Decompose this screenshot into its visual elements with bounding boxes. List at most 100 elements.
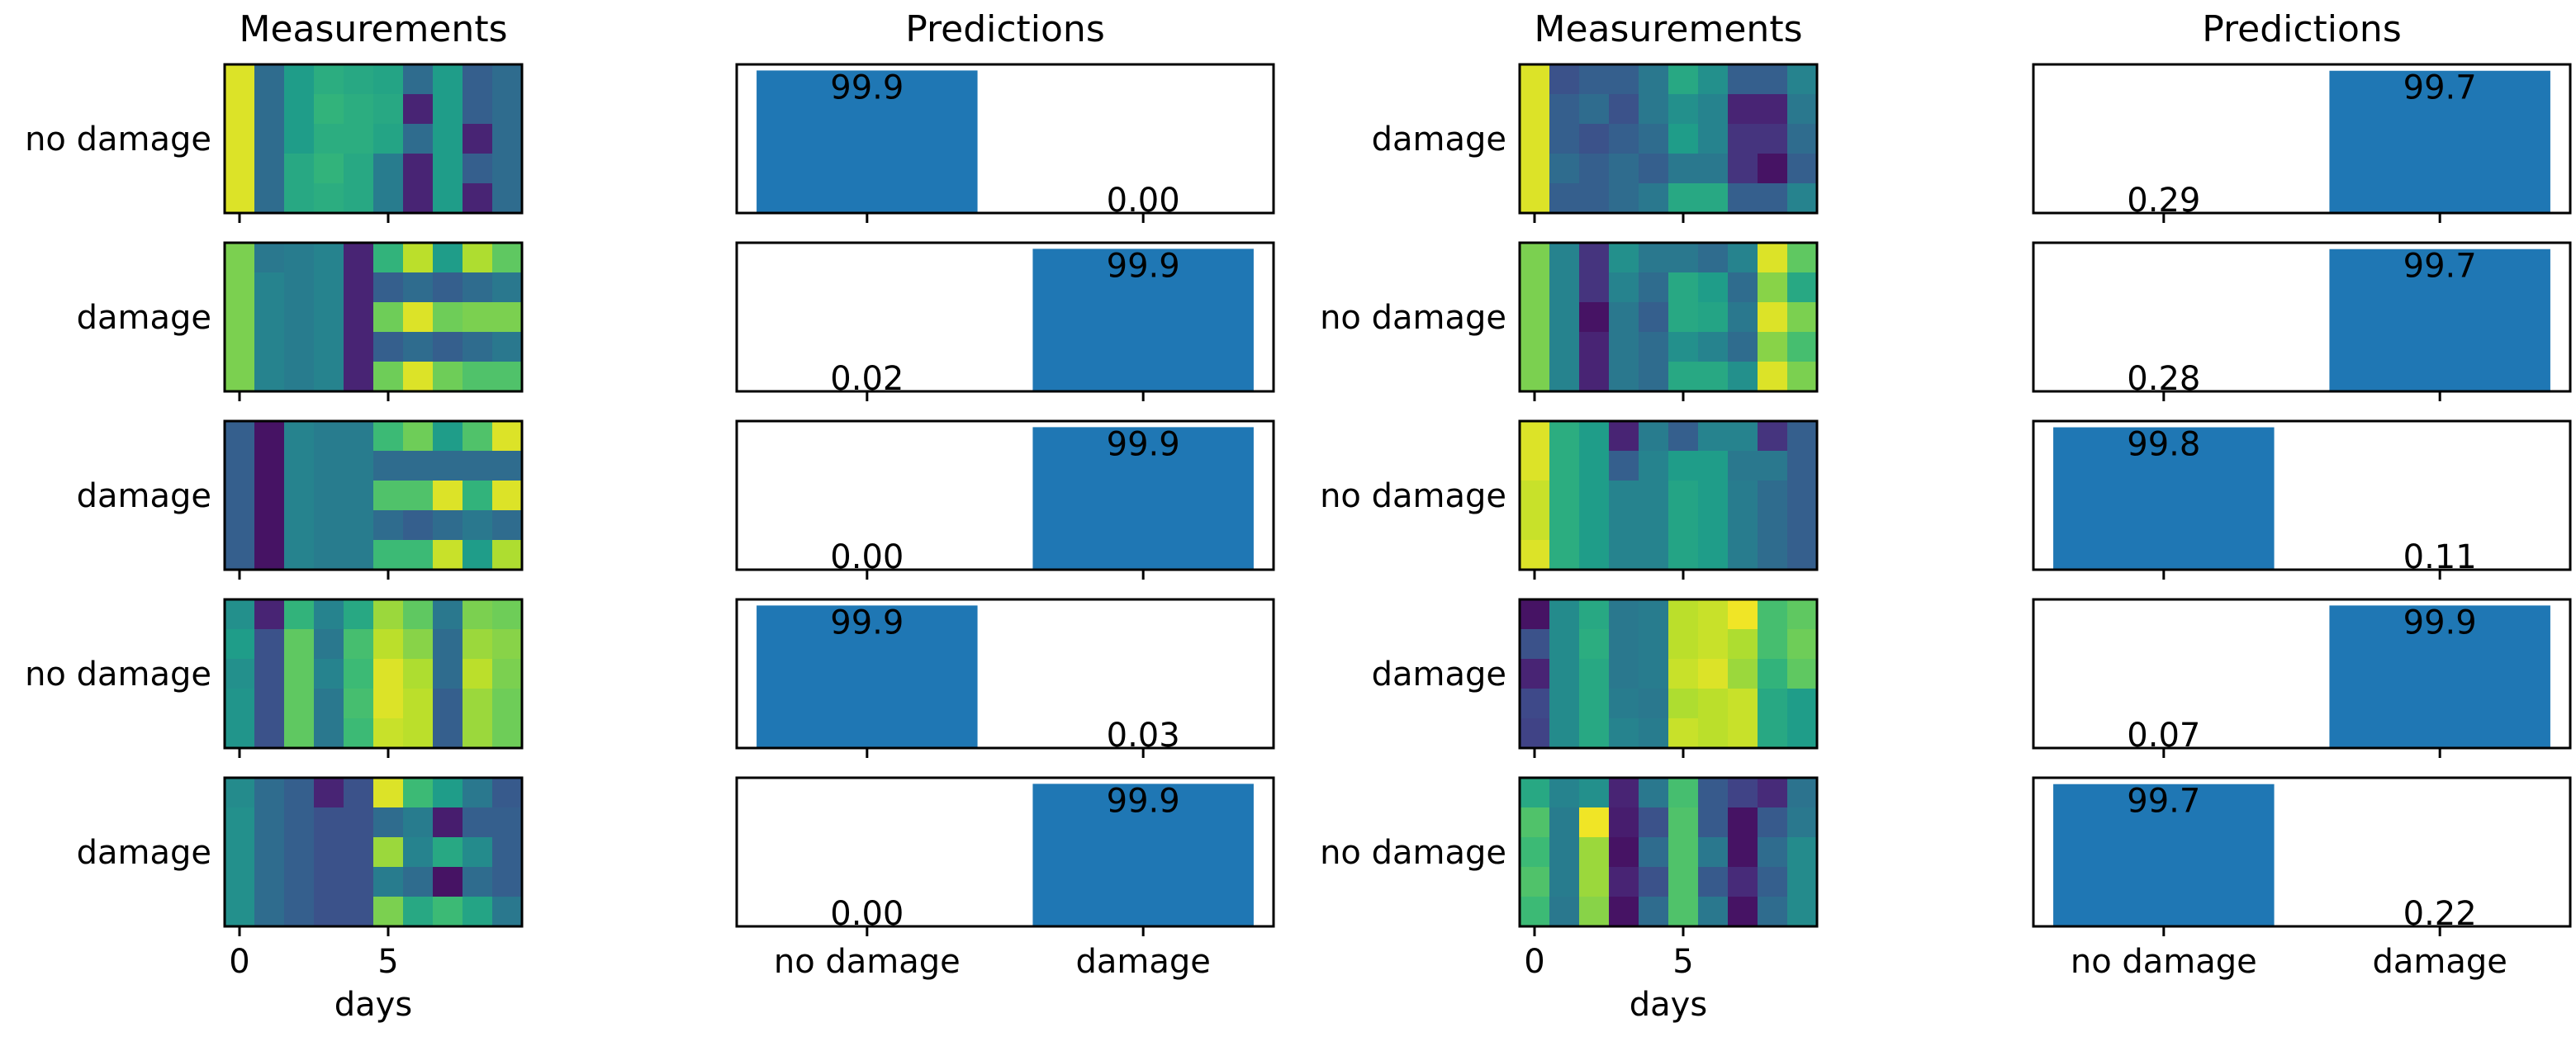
heatmap-0-xtick-label-5: 5 xyxy=(377,943,398,981)
heatmap-0-p4-cell-r3-c0 xyxy=(225,867,255,897)
heatmap-1-p4-cell-r3-c0 xyxy=(1520,867,1550,897)
heatmap-1-p1-cell-r3-c9 xyxy=(1787,332,1818,362)
heatmap-0-p2-cell-r3-c6 xyxy=(403,510,434,541)
heatmap-1-p0-cell-r4-c8 xyxy=(1758,183,1788,214)
heatmap-1-p0-cell-r4-c9 xyxy=(1787,183,1818,214)
heatmap-0-p2-cell-r4-c8 xyxy=(463,540,493,571)
heatmap-1-p0-cell-r2-c3 xyxy=(1609,124,1639,154)
heatmap-0-p0-cell-r2-c0 xyxy=(225,124,255,154)
heatmap-1-p4-cell-r4-c7 xyxy=(1728,897,1758,927)
heatmap-0-p1-cell-r2-c0 xyxy=(225,302,255,333)
heatmap-0-p3-cell-r3-c0 xyxy=(225,689,255,719)
heatmap-1-p3-cell-r2-c9 xyxy=(1787,659,1818,689)
heatmap-1-p2-cell-r1-c7 xyxy=(1728,451,1758,481)
heatmap-1-p4-cell-r4-c6 xyxy=(1698,897,1729,927)
heatmap-0-p3-cell-r2-c5 xyxy=(373,659,404,689)
heatmap-0-p4-cell-r0-c9 xyxy=(492,778,523,808)
heatmap-0-p4-cell-r2-c4 xyxy=(344,837,374,868)
heatmap-0-p2-cell-r4-c0 xyxy=(225,540,255,571)
heatmap-1-p1-cell-r3-c0 xyxy=(1520,332,1550,362)
heatmap-1-p3-cell-r0-c1 xyxy=(1549,599,1580,630)
heatmap-1-p1-cell-r1-c6 xyxy=(1698,272,1729,303)
heatmap-1-p0-cell-r4-c4 xyxy=(1639,183,1669,214)
heatmap-0-p2-cell-r4-c3 xyxy=(314,540,344,571)
heatmap-0-p0-cell-r1-c2 xyxy=(284,94,315,125)
heatmap-1-xlabel: days xyxy=(1630,986,1707,1024)
heatmap-1-p3-cell-r0-c0 xyxy=(1520,599,1550,630)
heatmap-1-p0-cell-r3-c6 xyxy=(1698,154,1729,184)
heatmap-0-p0-cell-r3-c8 xyxy=(463,154,493,184)
heatmap-1-p0-cell-r2-c6 xyxy=(1698,124,1729,154)
heatmap-1-p1-cell-r3-c6 xyxy=(1698,332,1729,362)
heatmap-1-p2-cell-r1-c0 xyxy=(1520,451,1550,481)
heatmap-1-p4-cell-r4-c4 xyxy=(1639,897,1669,927)
heatmap-0-p1-cell-r4-c5 xyxy=(373,362,404,392)
bars-1-category-label-0: no damage xyxy=(2071,943,2257,981)
heatmap-1-p1-cell-r4-c1 xyxy=(1549,362,1580,392)
heatmap-0-p2-cell-r1-c3 xyxy=(314,451,344,481)
heatmap-0-p4-cell-r0-c7 xyxy=(433,778,463,808)
heatmap-0-p2-cell-r0-c5 xyxy=(373,421,404,452)
heatmap-1-p0-cell-r0-c9 xyxy=(1787,64,1818,95)
heatmap-1-p3-cell-r4-c5 xyxy=(1668,718,1699,749)
bars-0-p3-value-label-0: 99.9 xyxy=(830,604,904,642)
heatmap-0-p4-cell-r2-c0 xyxy=(225,837,255,868)
heatmap-1-p0-cell-r4-c2 xyxy=(1579,183,1610,214)
heatmap-0-p0-cell-r2-c2 xyxy=(284,124,315,154)
heatmap-1-p0-cell-r1-c3 xyxy=(1609,94,1639,125)
heatmap-1-p4-cell-r2-c7 xyxy=(1728,837,1758,868)
heatmap-0-p3-cell-r3-c6 xyxy=(403,689,434,719)
bars-0-p2-frame xyxy=(735,419,1275,571)
heatmap-1-p4-cell-r4-c5 xyxy=(1668,897,1699,927)
heatmap-0-p1-frame xyxy=(223,241,524,393)
heatmap-1-p1-cell-r4-c6 xyxy=(1698,362,1729,392)
heatmap-1-p2-cell-r3-c1 xyxy=(1549,510,1580,541)
bars-0-category-label-1: damage xyxy=(1075,943,1210,981)
heatmap-1-p2-frame xyxy=(1518,419,1819,571)
heatmap-1-p1-cell-r2-c1 xyxy=(1549,302,1580,333)
heatmap-1-p4-cell-r4-c3 xyxy=(1609,897,1639,927)
heatmap-0-p2-cell-r3-c2 xyxy=(284,510,315,541)
heatmap-1-p3-cell-r2-c5 xyxy=(1668,659,1699,689)
heatmap-0-p1-cell-r2-c8 xyxy=(463,302,493,333)
heatmap-0-p4-cell-r0-c0 xyxy=(225,778,255,808)
heatmap-1-p4-cell-r0-c3 xyxy=(1609,778,1639,808)
heatmap-0-p0-cell-r3-c7 xyxy=(433,154,463,184)
heatmap-1-p1-cell-r1-c4 xyxy=(1639,272,1669,303)
bars-1-p0-value-label-1: 99.7 xyxy=(2403,69,2477,107)
bars-0-p4-bar-1 xyxy=(1032,784,1254,926)
heatmap-1-p2-row-label: no damage xyxy=(1320,477,1506,515)
heatmap-1-p4-cell-r2-c8 xyxy=(1758,837,1788,868)
heatmap-0-p0-cell-r2-c3 xyxy=(314,124,344,154)
heatmap-1-p0-cell-r1-c5 xyxy=(1668,94,1699,125)
heatmap-1-p1-cell-r1-c9 xyxy=(1787,272,1818,303)
heatmap-1-p2-cell-r4-c6 xyxy=(1698,540,1729,571)
heatmap-0-p2-cell-r1-c5 xyxy=(373,451,404,481)
heatmap-0-p1-cell-r1-c1 xyxy=(254,272,285,303)
heatmap-0-p1-cell-r1-c0 xyxy=(225,272,255,303)
heatmap-0-p3-cell-r1-c9 xyxy=(492,629,523,660)
heatmap-1-p4-cell-r4-c9 xyxy=(1787,897,1818,927)
bars-0-title: Predictions xyxy=(905,8,1105,50)
heatmap-1-p4-cell-r1-c2 xyxy=(1579,807,1610,838)
heatmap-0-p0-cell-r3-c3 xyxy=(314,154,344,184)
heatmap-1-p3-cell-r1-c8 xyxy=(1758,629,1788,660)
heatmap-1-p1-cell-r4-c2 xyxy=(1579,362,1610,392)
heatmap-0-p4-cell-r0-c2 xyxy=(284,778,315,808)
heatmap-0-p0-cell-r1-c5 xyxy=(373,94,404,125)
heatmap-0-p1-cell-r3-c6 xyxy=(403,332,434,362)
heatmap-1-p0-cell-r0-c5 xyxy=(1668,64,1699,95)
heatmap-1-title: Measurements xyxy=(1535,8,1803,50)
heatmap-0-p1-cell-r1-c9 xyxy=(492,272,523,303)
heatmap-1-p2-cell-r3-c7 xyxy=(1728,510,1758,541)
heatmap-0-p1-cell-r4-c1 xyxy=(254,362,285,392)
heatmap-1-p1-cell-r3-c7 xyxy=(1728,332,1758,362)
heatmap-0-p3-cell-r3-c4 xyxy=(344,689,374,719)
heatmap-1-p3-cell-r4-c8 xyxy=(1758,718,1788,749)
heatmap-1-p3-cell-r3-c0 xyxy=(1520,689,1550,719)
heatmap-0-p2-cell-r2-c4 xyxy=(344,481,374,511)
heatmap-0-p4-cell-r1-c5 xyxy=(373,807,404,838)
heatmap-0-p2-cell-r0-c0 xyxy=(225,421,255,452)
heatmap-1-p3-cell-r3-c4 xyxy=(1639,689,1669,719)
heatmap-0-p4-cell-r1-c8 xyxy=(463,807,493,838)
